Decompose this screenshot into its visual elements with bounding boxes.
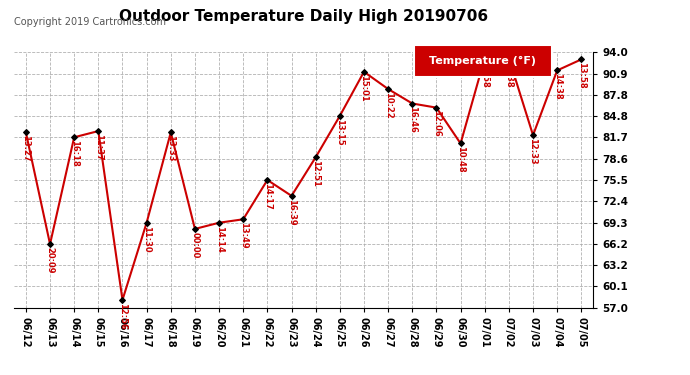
Point — [575, 56, 586, 62]
Text: 14:14: 14:14 — [215, 225, 224, 252]
Text: 13:33: 13:33 — [166, 135, 175, 162]
Text: 13:49: 13:49 — [239, 222, 248, 249]
Text: 00:00: 00:00 — [190, 232, 199, 258]
Point — [262, 177, 273, 183]
Text: 14:38: 14:38 — [553, 73, 562, 100]
Text: Copyright 2019 Cartronics.com: Copyright 2019 Cartronics.com — [14, 17, 166, 27]
Text: 20:09: 20:09 — [46, 247, 55, 273]
Point — [44, 241, 55, 247]
Text: 11:30: 11:30 — [142, 225, 151, 252]
Text: 16:39: 16:39 — [287, 199, 296, 225]
Text: 15:01: 15:01 — [359, 75, 368, 101]
Point — [21, 129, 32, 135]
Point — [286, 193, 297, 199]
Point — [382, 86, 393, 92]
Text: 12:33: 12:33 — [529, 138, 538, 165]
Point — [92, 128, 104, 134]
Text: 10:48: 10:48 — [456, 146, 465, 173]
Text: 16:46: 16:46 — [408, 106, 417, 133]
Text: Outdoor Temperature Daily High 20190706: Outdoor Temperature Daily High 20190706 — [119, 9, 488, 24]
Point — [455, 141, 466, 147]
Text: 13:58: 13:58 — [577, 62, 586, 89]
Point — [214, 220, 225, 226]
Text: Temperature (°F): Temperature (°F) — [429, 56, 537, 66]
Point — [431, 105, 442, 111]
Point — [359, 69, 370, 75]
Point — [141, 220, 152, 226]
Text: 11:37: 11:37 — [94, 134, 103, 160]
Text: 15:58: 15:58 — [480, 61, 489, 87]
Point — [69, 134, 79, 140]
Text: 12:06: 12:06 — [432, 110, 441, 137]
Point — [504, 55, 515, 61]
Point — [117, 297, 128, 303]
Point — [406, 100, 417, 106]
Text: 14:17: 14:17 — [263, 183, 272, 210]
Point — [479, 55, 490, 61]
Text: 16:18: 16:18 — [70, 140, 79, 167]
Point — [527, 132, 538, 138]
Text: 13:15: 13:15 — [335, 118, 344, 146]
Point — [334, 113, 345, 119]
Point — [552, 68, 563, 74]
Text: 10:22: 10:22 — [384, 92, 393, 118]
Point — [189, 226, 200, 232]
Text: 15:38: 15:38 — [504, 61, 513, 87]
Point — [310, 154, 321, 160]
Point — [165, 129, 176, 135]
Text: 12:51: 12:51 — [311, 160, 320, 187]
Text: 13:27: 13:27 — [21, 135, 30, 162]
Point — [237, 216, 248, 222]
Text: 12:56: 12:56 — [118, 303, 127, 330]
